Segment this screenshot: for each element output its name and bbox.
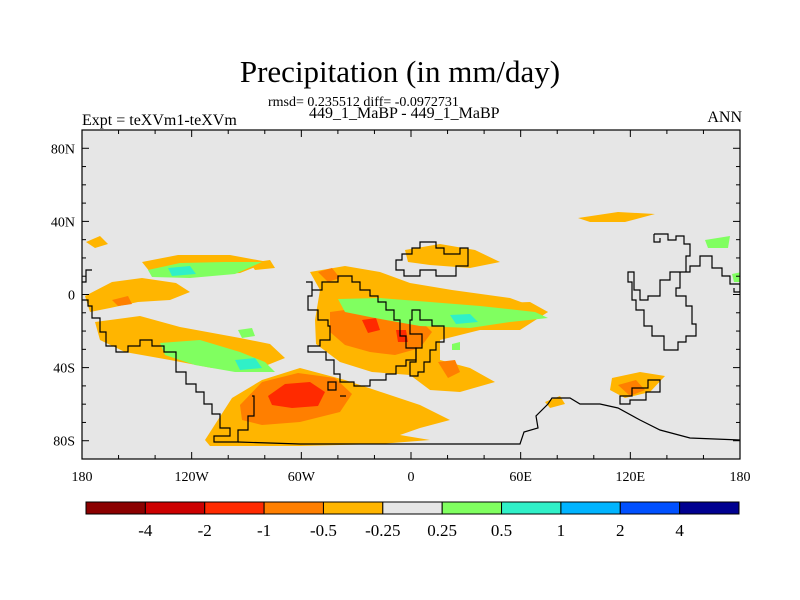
season-label: ANN [707, 109, 742, 126]
y-tick-label: 80S [53, 435, 75, 450]
colorbar-swatch [263, 501, 324, 515]
colorbar-swatch [204, 501, 265, 515]
chart-subtitle: 449_1_MaBP - 449_1_MaBP [309, 105, 500, 122]
colorbar-swatch [501, 501, 562, 515]
colorbar-swatch [560, 501, 621, 515]
stats-text: rmsd= 0.235512 diff= -0.0972731 [268, 95, 459, 110]
axis-tick-labels: 180 120W 60W 0 60E 120E 180 80N 40N 0 40S 80S [51, 142, 751, 485]
x-tick-label: 60W [288, 470, 316, 485]
precip-anomaly-field [82, 212, 740, 446]
colorbar-label: -0.25 [365, 521, 400, 540]
colorbar-label: 0.25 [427, 521, 457, 540]
colorbar-label: 4 [675, 521, 684, 540]
colorbar-label: -0.5 [310, 521, 337, 540]
x-tick-label: 180 [72, 470, 93, 485]
colorbar-label: -4 [138, 521, 153, 540]
chart-title: Precipitation (in mm/day) [239, 54, 561, 89]
colorbar-swatch [679, 501, 740, 515]
land-sea-outline [82, 233, 740, 445]
y-tick-label: 40N [51, 215, 75, 230]
colorbar-swatch [144, 501, 206, 515]
colorbar [85, 501, 740, 515]
colorbar-swatch [441, 501, 503, 515]
colorbar-label: 1 [557, 521, 566, 540]
colorbar-swatch [619, 501, 681, 515]
colorbar-label: 2 [616, 521, 625, 540]
anomaly-cyan [168, 266, 478, 370]
colorbar-label: -2 [198, 521, 212, 540]
colorbar-swatch [382, 501, 443, 515]
x-tick-label: 120E [616, 470, 646, 485]
y-tick-label: 80N [51, 142, 75, 157]
x-tick-label: 60E [509, 470, 532, 485]
y-tick-label: 40S [53, 362, 75, 377]
x-tick-label: 120W [175, 470, 210, 485]
x-tick-label: 0 [408, 470, 415, 485]
colorbar-swatch [322, 501, 384, 515]
colorbar-swatch [85, 501, 146, 515]
axis-ticks [81, 129, 741, 460]
experiment-label: Expt = teXVm1-teXVm [82, 112, 237, 129]
y-tick-label: 0 [68, 289, 75, 304]
colorbar-label: 0.5 [491, 521, 512, 540]
colorbar-labels: -4 -2 -1 -0.5 -0.25 0.25 0.5 1 2 4 [138, 521, 684, 540]
x-tick-label: 180 [730, 470, 751, 485]
colorbar-label: -1 [257, 521, 271, 540]
